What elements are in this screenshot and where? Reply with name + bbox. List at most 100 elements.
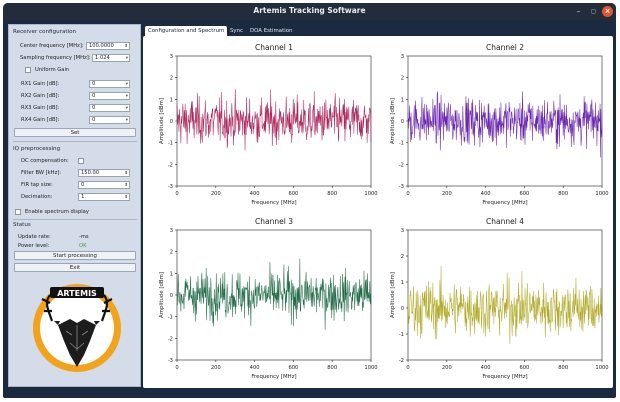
dc-compensation-checkbox[interactable] [78,158,84,164]
filter-bw-input[interactable]: 150.00 ⬍ [78,169,130,177]
chevron-down-icon: ▾ [125,118,128,123]
spectrum-display-checkbox[interactable] [15,209,21,215]
channel-3-chart: Channel 3 0 200 400 600 800 1000 -3 -2 -1 0 1 2 3 Freq… [159,217,378,380]
x-axis-label: Frequency [MHz] [251,200,296,206]
channel-4-chart: Channel 4 0 200 400 600 800 1000 -2 -1 0 1 2 3 Freque… [390,217,609,380]
x-tick-label: 200 [211,365,221,371]
spinner-icon[interactable]: ⬍ [124,195,128,200]
rx2-gain-select[interactable]: 0 ▾ [89,92,130,100]
rx2-gain-value: 0 [92,93,96,99]
chart-title: Channel 4 [486,217,524,226]
tab-sync[interactable]: Sync [230,28,243,34]
x-tick-label: 400 [250,191,260,197]
center-freq-input[interactable]: 100.0000 ⬍ [86,42,130,50]
uniform-gain-checkbox[interactable] [25,67,31,73]
y-tick-label: 0 [401,119,404,125]
center-freq-label: Center frequency [MHz]: [20,43,84,49]
y-tick-label: 3 [401,228,404,234]
sampling-freq-select[interactable]: 1.024 ▾ [92,54,130,62]
y-tick-label: 1 [170,271,173,277]
y-tick-label: -2 [168,336,173,342]
chevron-down-icon: ▾ [125,82,128,87]
y-tick-label: 2 [401,76,404,82]
y-tick-label: 0 [401,306,404,312]
x-tick-label: 600 [288,191,298,197]
channel-2-chart: Channel 2 0 200 400 600 800 1000 -3 -2 -1 0 1 2 3 Freq… [390,43,609,206]
channel-1-chart: Channel 1 0 200 400 600 800 1000 -3 -2 -1 0 1 2 3 Freq… [159,43,378,206]
y-tick-label: 2 [170,76,173,82]
decimation-input[interactable]: 1 ⬍ [78,193,130,201]
rx4-gain-select[interactable]: 0 ▾ [89,116,130,124]
plot-frame [407,229,603,361]
x-tick-label: 1000 [364,191,377,197]
x-tick-label: 200 [442,365,452,371]
set-button[interactable]: Set [14,128,136,137]
spinner-icon[interactable]: ⬍ [124,171,128,176]
y-tick-label: -1 [399,332,404,338]
rx1-gain-select[interactable]: 0 ▾ [89,80,130,88]
app-window: Artemis Tracking Software – ◻ × Receiver… [3,3,616,398]
decimation-value: 1 [81,194,85,200]
update-rate-value: -ms [79,234,89,240]
spectrum-display-label: Enable spectrum display [25,209,89,215]
close-icon[interactable]: × [602,6,613,17]
y-tick-label: 2 [401,254,404,260]
decimation-label: Decimation: [21,194,53,200]
y-tick-label: -2 [168,162,173,168]
chevron-down-icon: ▾ [125,56,128,61]
y-tick-label: 1 [170,97,173,103]
y-axis-label: Amplitude [dBm] [159,98,165,144]
filter-bw-label: Filter BW [kHz]: [21,170,62,176]
tab-doa-estimation[interactable]: DOA Estimation [250,28,293,34]
tab-configuration-spectrum[interactable]: Configuration and Spectrum [145,26,228,36]
chart-title: Channel 3 [255,217,293,226]
filter-bw-value: 150.00 [81,170,100,176]
x-tick-label: 600 [519,191,529,197]
series-line [407,91,603,158]
y-tick-label: 3 [170,54,173,60]
maximize-icon[interactable]: ◻ [591,8,596,15]
spinner-icon[interactable]: ⬍ [124,183,128,188]
x-tick-label: 200 [442,191,452,197]
series-line [176,89,372,151]
x-tick-label: 800 [558,365,568,371]
x-tick-label: 400 [481,191,491,197]
x-tick-label: 400 [250,365,260,371]
divider [13,141,137,142]
x-tick-label: 200 [211,191,221,197]
spinner-icon[interactable]: ⬍ [124,44,128,49]
y-tick-label: 2 [170,250,173,256]
fir-tap-value: 0 [81,182,85,188]
rx4-gain-label: RX4 Gain [dB]: [21,117,60,123]
y-tick-label: 1 [401,97,404,103]
y-tick-label: -1 [168,315,173,321]
fir-tap-input[interactable]: 0 ⬍ [78,181,130,189]
channel-plots: Channel 10 200 400 600 800 1000-3-2-10123Freq… [159,43,609,380]
sampling-freq-label: Sampling frequency [MHz]: [20,55,91,61]
power-level-label: Power level: [18,243,50,249]
divider [13,219,137,220]
x-tick-label: 800 [558,191,568,197]
rx1-gain-label: RX1 Gain [dB]: [21,81,60,87]
start-processing-button[interactable]: Start processing [14,251,136,260]
minimize-icon[interactable]: – [576,7,581,16]
rx3-gain-select[interactable]: 0 ▾ [89,104,130,112]
x-tick-label: 600 [288,365,298,371]
y-axis-label: Amplitude [dBm] [159,272,165,318]
x-tick-label: 800 [327,191,337,197]
power-level-status: OK [79,243,87,249]
deer-logo-icon: ARTEMIS [33,284,121,372]
x-axis-label: Frequency [MHz] [482,374,527,380]
x-tick-label: 0 [175,191,178,197]
control-panel: Receiver configuration Center frequency … [8,24,141,387]
x-axis-label: Frequency [MHz] [251,374,296,380]
chart-title: Channel 1 [255,43,293,52]
tab-bar: Configuration and Spectrum Sync DOA Esti… [143,24,613,36]
x-axis-label: Frequency [MHz] [482,200,527,206]
y-tick-label: 0 [170,293,173,299]
x-tick-label: 0 [406,191,409,197]
exit-button[interactable]: Exit [14,263,136,272]
update-rate-label: Update rate: [18,234,51,240]
chevron-down-icon: ▾ [125,106,128,111]
chart-title: Channel 2 [486,43,524,52]
